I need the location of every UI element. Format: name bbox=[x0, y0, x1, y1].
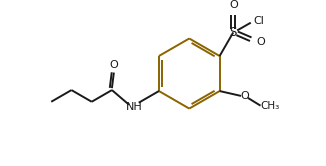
Text: CH₃: CH₃ bbox=[260, 101, 280, 111]
Text: S: S bbox=[230, 26, 237, 39]
Text: O: O bbox=[229, 0, 238, 10]
Text: Cl: Cl bbox=[253, 16, 264, 26]
Text: O: O bbox=[241, 91, 249, 101]
Text: O: O bbox=[110, 60, 118, 70]
Text: O: O bbox=[256, 37, 265, 47]
Text: NH: NH bbox=[126, 102, 142, 112]
